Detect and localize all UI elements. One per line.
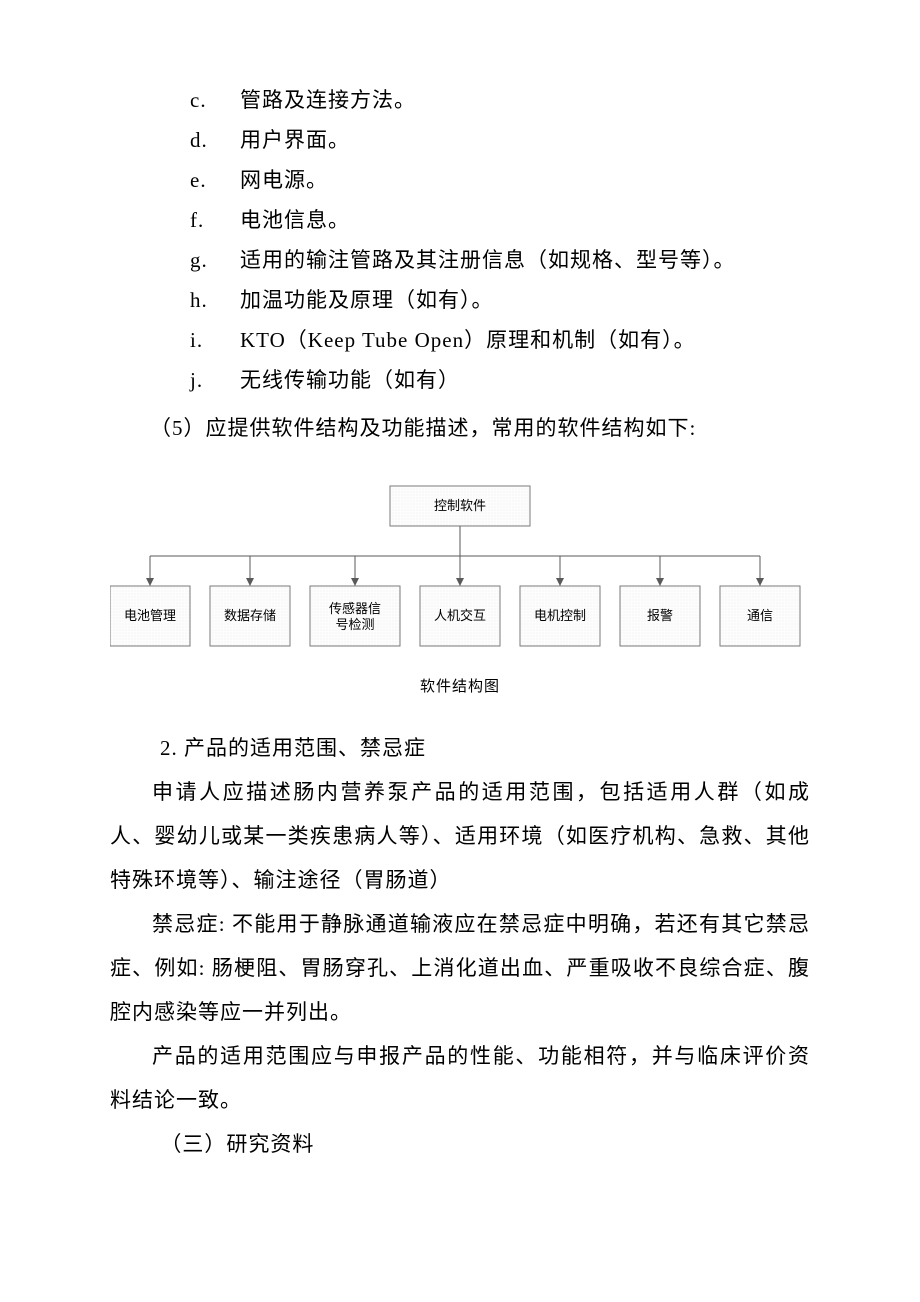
diagram-caption: 软件结构图 [110,675,810,696]
svg-text:报警: 报警 [647,608,673,623]
list-marker: i. [190,320,240,360]
list-item: j. 无线传输功能（如有） [190,360,810,400]
list-text: 加温功能及原理（如有）。 [240,280,810,320]
section-2-p3: 产品的适用范围应与申报产品的性能、功能相符，并与临床评价资料结论一致。 [110,1034,810,1122]
section-2-p2: 禁忌症: 不能用于静脉通道输液应在禁忌症中明确，若还有其它禁忌症、例如: 肠梗阻… [110,902,810,1034]
list-marker: c. [190,80,240,120]
list-text: 无线传输功能（如有） [240,360,810,400]
list-text: 管路及连接方法。 [240,80,810,120]
list-item: d. 用户界面。 [190,120,810,160]
svg-text:通信: 通信 [747,608,773,623]
list-text: KTO（Keep Tube Open）原理和机制（如有）。 [240,320,810,360]
list-item: f. 电池信息。 [190,200,810,240]
list-item: e. 网电源。 [190,160,810,200]
list-marker: j. [190,360,240,400]
list-text: 网电源。 [240,160,810,200]
section-2-p1: 申请人应描述肠内营养泵产品的适用范围，包括适用人群（如成人、婴幼儿或某一类疾患病… [110,770,810,902]
section-3-heading: （三）研究资料 [110,1122,810,1166]
section-2-heading: 2. 产品的适用范围、禁忌症 [160,726,810,770]
list-text: 用户界面。 [240,120,810,160]
list-text: 电池信息。 [240,200,810,240]
list-item: c. 管路及连接方法。 [190,80,810,120]
list-item: i. KTO（Keep Tube Open）原理和机制（如有）。 [190,320,810,360]
software-structure-diagram: 控制软件电池管理 数据存储 传感器信号检测 人机交互 电机控制 报警 通信 软件结构图 [110,476,810,696]
list-marker: g. [190,240,240,280]
diagram-svg: 控制软件电池管理 数据存储 传感器信号检测 人机交互 电机控制 报警 通信 [110,476,810,656]
list-text: 适用的输注管路及其注册信息（如规格、型号等）。 [240,240,810,280]
svg-text:数据存储: 数据存储 [224,608,276,623]
svg-text:控制软件: 控制软件 [434,498,486,513]
list-marker: h. [190,280,240,320]
svg-text:传感器信: 传感器信 [329,601,381,616]
list-marker: d. [190,120,240,160]
list-item: h. 加温功能及原理（如有）。 [190,280,810,320]
svg-text:电池管理: 电池管理 [124,608,176,623]
list-marker: f. [190,200,240,240]
svg-text:号检测: 号检测 [335,617,374,632]
paragraph-5: （5）应提供软件结构及功能描述，常用的软件结构如下: [150,408,810,448]
lettered-list: c. 管路及连接方法。 d. 用户界面。 e. 网电源。 f. 电池信息。 g.… [190,80,810,400]
list-item: g. 适用的输注管路及其注册信息（如规格、型号等）。 [190,240,810,280]
svg-text:人机交互: 人机交互 [434,608,486,623]
list-marker: e. [190,160,240,200]
svg-text:电机控制: 电机控制 [534,608,586,623]
